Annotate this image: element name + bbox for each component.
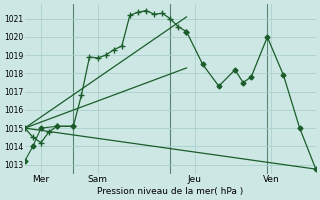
X-axis label: Pression niveau de la mer( hPa ): Pression niveau de la mer( hPa )	[97, 187, 244, 196]
